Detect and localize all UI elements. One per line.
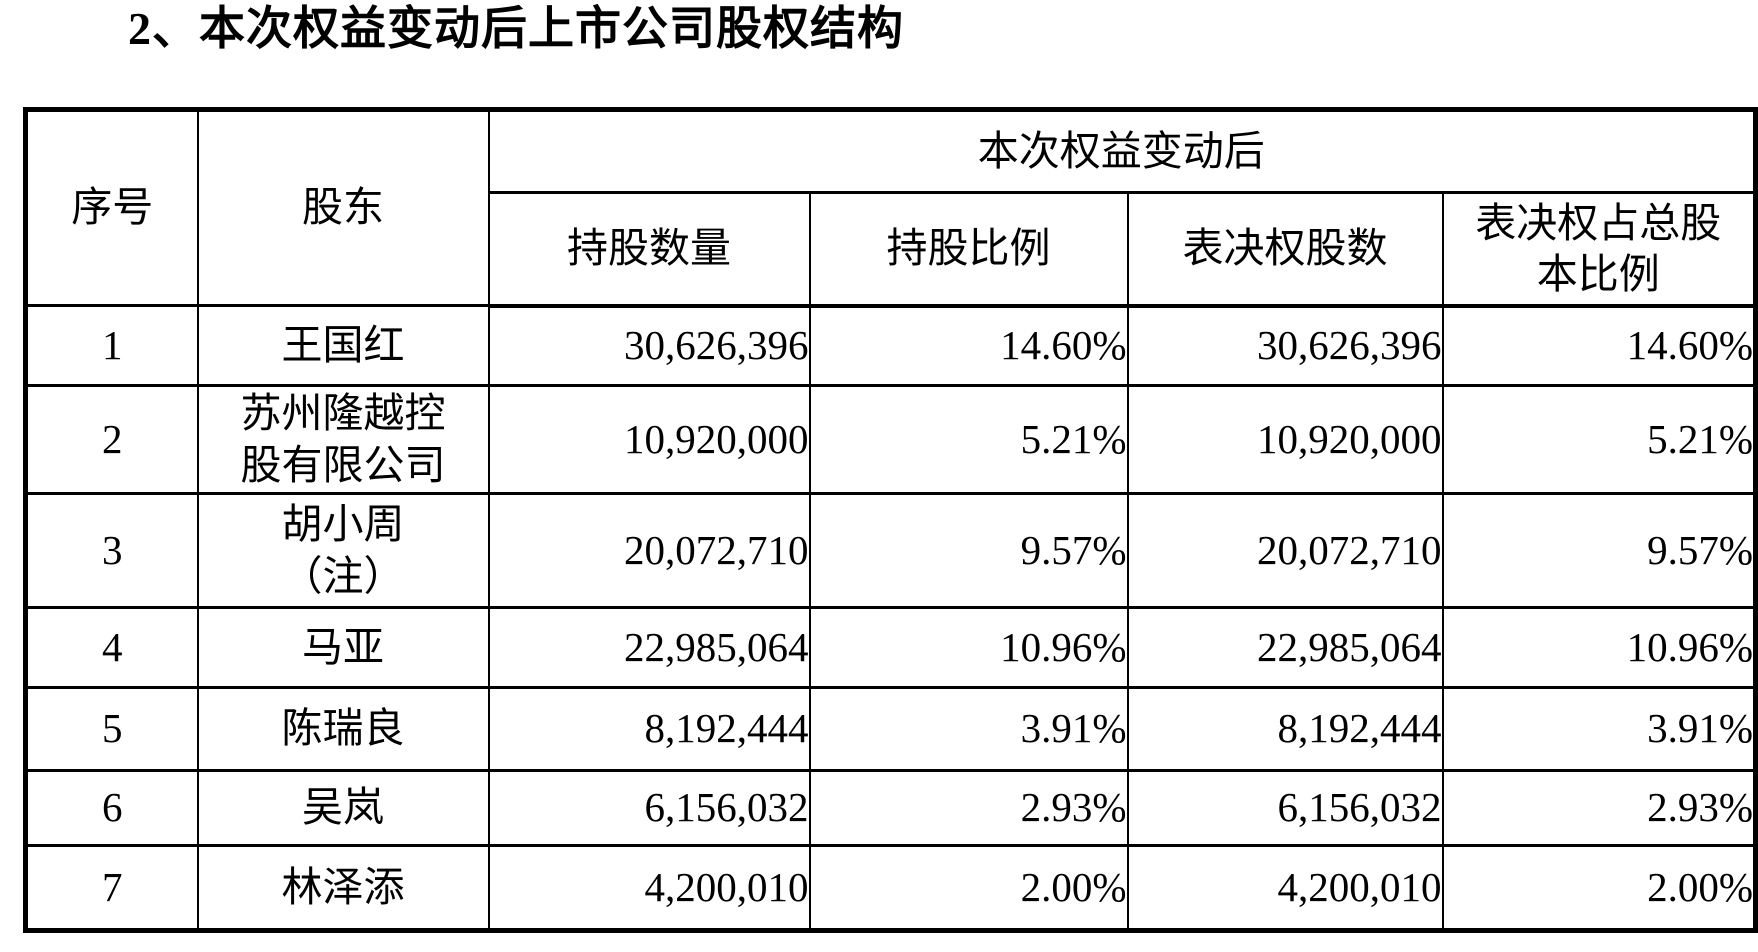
voting-ratio-cell: 5.21% [1441, 384, 1757, 495]
voting-ratio-cell: 3.91% [1441, 686, 1757, 772]
shares-cell: 4,200,010 [487, 844, 811, 932]
table-row: 6 吴岚 6,156,032 2.93% 6,156,032 2.93% [24, 769, 1757, 847]
header-shareholder: 股东 [196, 108, 490, 307]
header-voting-shares: 表决权股数 [1126, 191, 1444, 308]
voting-ratio-cell: 14.60% [1441, 304, 1757, 387]
voting-shares-cell: 10,920,000 [1126, 384, 1444, 495]
voting-ratio-cell: 2.93% [1441, 769, 1757, 847]
table-row: 3 胡小周 （注） 20,072,710 9.57% 20,072,710 9.… [24, 492, 1757, 609]
ratio-cell: 5.21% [808, 384, 1129, 495]
shareholder-cell: 王国红 [196, 304, 490, 387]
shareholder-cell: 苏州隆越控 股有限公司 [196, 384, 490, 495]
voting-shares-cell: 30,626,396 [1126, 304, 1444, 387]
shares-cell: 30,626,396 [487, 304, 811, 387]
voting-ratio-cell: 10.96% [1441, 606, 1757, 689]
ratio-cell: 9.57% [808, 492, 1129, 609]
header-row-group: 序号 股东 本次权益变动后 [24, 108, 1757, 307]
shareholder-cell: 林泽添 [196, 844, 490, 932]
header-serial: 序号 [24, 108, 199, 307]
table-row: 5 陈瑞良 8,192,444 3.91% 8,192,444 3.91% [24, 686, 1757, 772]
shareholding-table: 序号 股东 本次权益变动后 持股数量 持股比例 表决权股数 表决权占总股 本比例… [23, 107, 1758, 933]
header-row-sub: 持股数量 持股比例 表决权股数 表决权占总股 本比例 [26, 191, 1757, 308]
voting-shares-cell: 4,200,010 [1126, 844, 1444, 932]
voting-ratio-cell: 9.57% [1441, 492, 1757, 609]
shares-cell: 10,920,000 [487, 384, 811, 495]
serial-cell: 6 [24, 769, 199, 847]
serial-cell: 7 [24, 844, 199, 932]
table-row: 7 林泽添 4,200,010 2.00% 4,200,010 2.00% [24, 844, 1757, 932]
ratio-cell: 3.91% [808, 686, 1129, 772]
voting-shares-cell: 6,156,032 [1126, 769, 1444, 847]
ratio-cell: 2.93% [808, 769, 1129, 847]
table-row: 4 马亚 22,985,064 10.96% 22,985,064 10.96% [24, 606, 1757, 689]
shareholder-cell: 胡小周 （注） [196, 492, 490, 609]
shares-cell: 6,156,032 [487, 769, 811, 847]
shareholder-cell: 陈瑞良 [196, 686, 490, 772]
shares-cell: 20,072,710 [487, 492, 811, 609]
shareholder-cell: 马亚 [196, 606, 490, 689]
header-share-ratio: 持股比例 [808, 191, 1129, 308]
serial-cell: 5 [24, 686, 199, 772]
table-row: 1 王国红 30,626,396 14.60% 30,626,396 14.60… [24, 304, 1757, 387]
header-group-after-change: 本次权益变动后 [487, 108, 1757, 194]
serial-cell: 1 [24, 304, 199, 387]
voting-ratio-cell: 2.00% [1441, 844, 1757, 932]
serial-cell: 2 [24, 384, 199, 495]
header-shares-held: 持股数量 [487, 191, 811, 308]
voting-shares-cell: 22,985,064 [1126, 606, 1444, 689]
header-voting-ratio: 表决权占总股 本比例 [1441, 191, 1757, 308]
ratio-cell: 14.60% [808, 304, 1129, 387]
shareholder-cell: 吴岚 [196, 769, 490, 847]
serial-cell: 3 [24, 492, 199, 609]
shares-cell: 22,985,064 [487, 606, 811, 689]
table-row: 2 苏州隆越控 股有限公司 10,920,000 5.21% 10,920,00… [24, 384, 1757, 495]
voting-shares-cell: 8,192,444 [1126, 686, 1444, 772]
shares-cell: 8,192,444 [487, 686, 811, 772]
ratio-cell: 2.00% [808, 844, 1129, 932]
ratio-cell: 10.96% [808, 606, 1129, 689]
section-title: 2、本次权益变动后上市公司股权结构 [128, 3, 904, 54]
serial-cell: 4 [24, 606, 199, 689]
voting-shares-cell: 20,072,710 [1126, 492, 1444, 609]
